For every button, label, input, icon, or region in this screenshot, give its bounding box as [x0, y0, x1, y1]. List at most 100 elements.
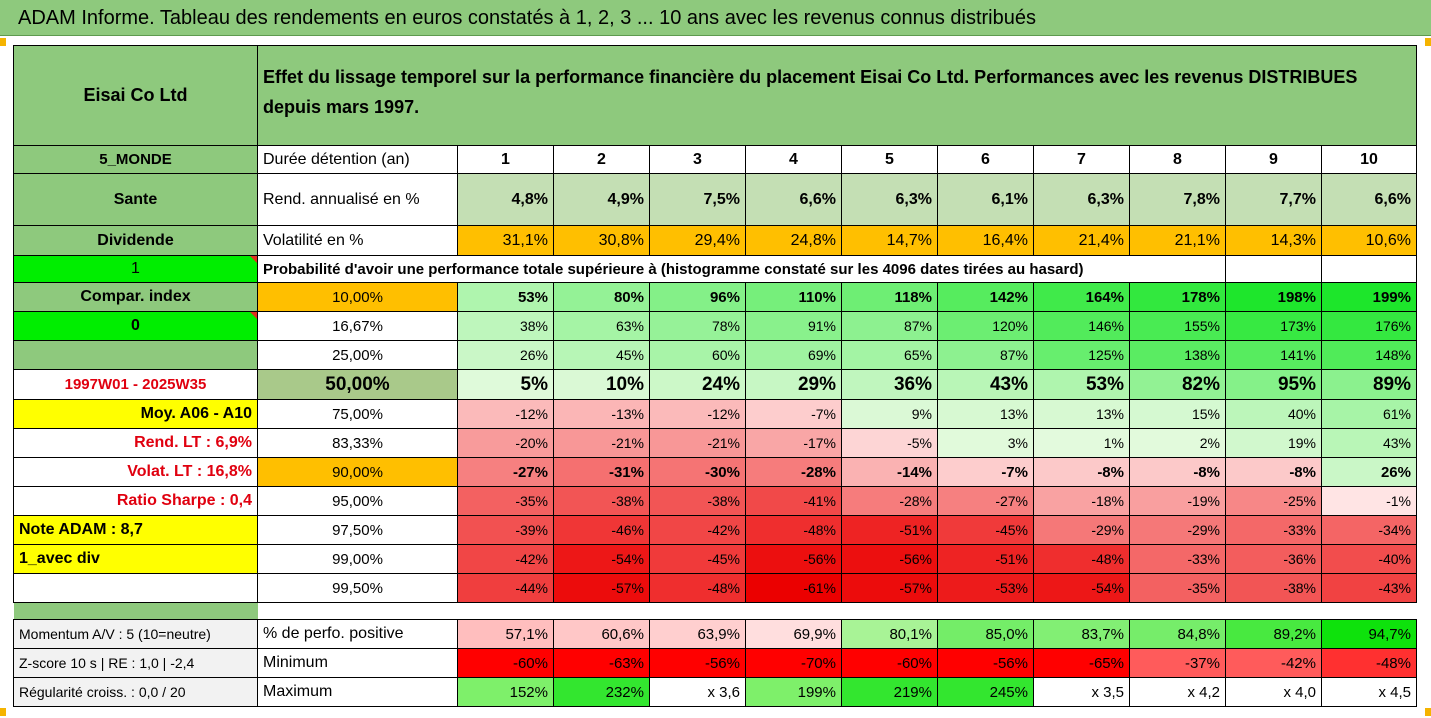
percentile-value: -42% — [457, 544, 554, 574]
min-value: -37% — [1129, 648, 1226, 678]
pos-row: Momentum A/V : 5 (10=neutre)% de perfo. … — [13, 619, 1417, 649]
duration-label: Durée détention (an) — [257, 145, 458, 174]
percentile-label: 50,00% — [257, 369, 458, 400]
years-row: 5_MONDE Durée détention (an) 1 2 3 4 5 6 7 8 9 10 — [13, 145, 1417, 174]
percentile-value: 13% — [1033, 399, 1130, 429]
percentile-value: 36% — [841, 369, 938, 400]
percentile-value: 29% — [745, 369, 842, 400]
percentile-row: Volat. LT : 16,8% 90,00% -27% -31% -30% -28% -… — [13, 457, 1417, 487]
percentile-value: -38% — [1225, 573, 1322, 603]
percentile-value: 53% — [457, 282, 554, 312]
rend-lt-label: Rend. LT : 6,9% — [13, 428, 258, 458]
max-value: x 3,6 — [649, 677, 746, 707]
percentile-value: 142% — [937, 282, 1034, 312]
min-value: -56% — [649, 648, 746, 678]
pos-value: 80,1% — [841, 619, 938, 649]
max-value: 219% — [841, 677, 938, 707]
volat-lt-label: Volat. LT : 16,8% — [13, 457, 258, 487]
vol-row: Dividende Volatilité en % 31,1% 30,8% 29,4% 2… — [13, 225, 1417, 256]
gap-cell — [938, 603, 1034, 620]
percentile-value: -33% — [1129, 544, 1226, 574]
percentile-value: -7% — [745, 399, 842, 429]
percentile-value: 26% — [1321, 457, 1417, 487]
percentile-value: -48% — [649, 573, 746, 603]
max-value: 232% — [553, 677, 650, 707]
percentile-value: 19% — [1225, 428, 1322, 458]
momentum-label: Momentum A/V : 5 (10=neutre) — [13, 619, 258, 649]
percentile-value: 53% — [1033, 369, 1130, 400]
percentile-value: -21% — [649, 428, 746, 458]
left-blank — [13, 340, 258, 370]
vol-label: Volatilité en % — [257, 225, 458, 256]
percentile-value: 82% — [1129, 369, 1226, 400]
prob-label: Probabilité d'avoir une performance tota… — [257, 255, 1226, 283]
year-header: 9 — [1225, 145, 1322, 174]
rend-label: Rend. annualisé en % — [257, 173, 458, 226]
percentile-value: 13% — [937, 399, 1034, 429]
gap-cell — [554, 603, 650, 620]
percentile-row: 25,00% 26% 45% 60% 69% 65% 87% 125% 138% 141% 148% — [13, 340, 1417, 370]
percentile-value: -57% — [841, 573, 938, 603]
percentile-label: 16,67% — [257, 311, 458, 341]
vol-value: 24,8% — [745, 225, 842, 256]
percentile-value: -46% — [553, 515, 650, 545]
percentile-label: 97,50% — [257, 515, 458, 545]
percentile-value: -61% — [745, 573, 842, 603]
sharpe-label: Ratio Sharpe : 0,4 — [13, 486, 258, 516]
percentile-row: Moy. A06 - A10 75,00% -12% -13% -12% -7% 9% 13%… — [13, 399, 1417, 429]
rend-value: 7,7% — [1225, 173, 1322, 226]
sector-label: Sante — [13, 173, 258, 226]
percentile-value: -45% — [937, 515, 1034, 545]
vol-value: 31,1% — [457, 225, 554, 256]
percentile-value: 96% — [649, 282, 746, 312]
pos-value: 84,8% — [1129, 619, 1226, 649]
min-value: -60% — [457, 648, 554, 678]
percentile-value: 89% — [1321, 369, 1417, 400]
pos-label: % de perfo. positive — [257, 619, 458, 649]
year-header: 8 — [1129, 145, 1226, 174]
percentile-value: 5% — [457, 369, 554, 400]
percentile-value: -17% — [745, 428, 842, 458]
vol-value: 29,4% — [649, 225, 746, 256]
pos-value: 63,9% — [649, 619, 746, 649]
performance-table: Eisai Co Ltd Effet du lissage temporel su… — [13, 45, 1417, 707]
percentile-value: 38% — [457, 311, 554, 341]
percentile-value: -45% — [649, 544, 746, 574]
vol-value: 10,6% — [1321, 225, 1417, 256]
percentile-value: -51% — [841, 515, 938, 545]
year-header: 5 — [841, 145, 938, 174]
percentile-value: 198% — [1225, 282, 1322, 312]
percentile-value: 199% — [1321, 282, 1417, 312]
min-row: Z-score 10 s | RE : 1,0 | -2,4 Minimum -60… — [13, 648, 1417, 678]
percentile-value: -21% — [553, 428, 650, 458]
percentile-value: -13% — [553, 399, 650, 429]
percentile-value: -8% — [1033, 457, 1130, 487]
region-label: 5_MONDE — [13, 145, 258, 174]
percentile-value: 87% — [937, 340, 1034, 370]
percentile-value: 9% — [841, 399, 938, 429]
percentile-value: 110% — [745, 282, 842, 312]
max-value: x 4,2 — [1129, 677, 1226, 707]
year-header: 7 — [1033, 145, 1130, 174]
gap-cell — [746, 603, 842, 620]
pos-value: 94,7% — [1321, 619, 1417, 649]
moy-label: Moy. A06 - A10 — [13, 399, 258, 429]
percentile-value: -7% — [937, 457, 1034, 487]
percentile-value: -14% — [841, 457, 938, 487]
left-blank — [13, 573, 258, 603]
pos-value: 60,6% — [553, 619, 650, 649]
percentile-value: -35% — [1129, 573, 1226, 603]
percentile-value: 43% — [937, 369, 1034, 400]
max-value: 199% — [745, 677, 842, 707]
percentile-value: -36% — [1225, 544, 1322, 574]
percentile-label: 10,00% — [257, 282, 458, 312]
percentile-value: 164% — [1033, 282, 1130, 312]
gap-cell — [1034, 603, 1130, 620]
percentile-value: 91% — [745, 311, 842, 341]
percentile-value: 43% — [1321, 428, 1417, 458]
year-header: 3 — [649, 145, 746, 174]
percentile-value: -8% — [1225, 457, 1322, 487]
percentile-value: 61% — [1321, 399, 1417, 429]
percentile-value: -39% — [457, 515, 554, 545]
max-value: x 4,5 — [1321, 677, 1417, 707]
